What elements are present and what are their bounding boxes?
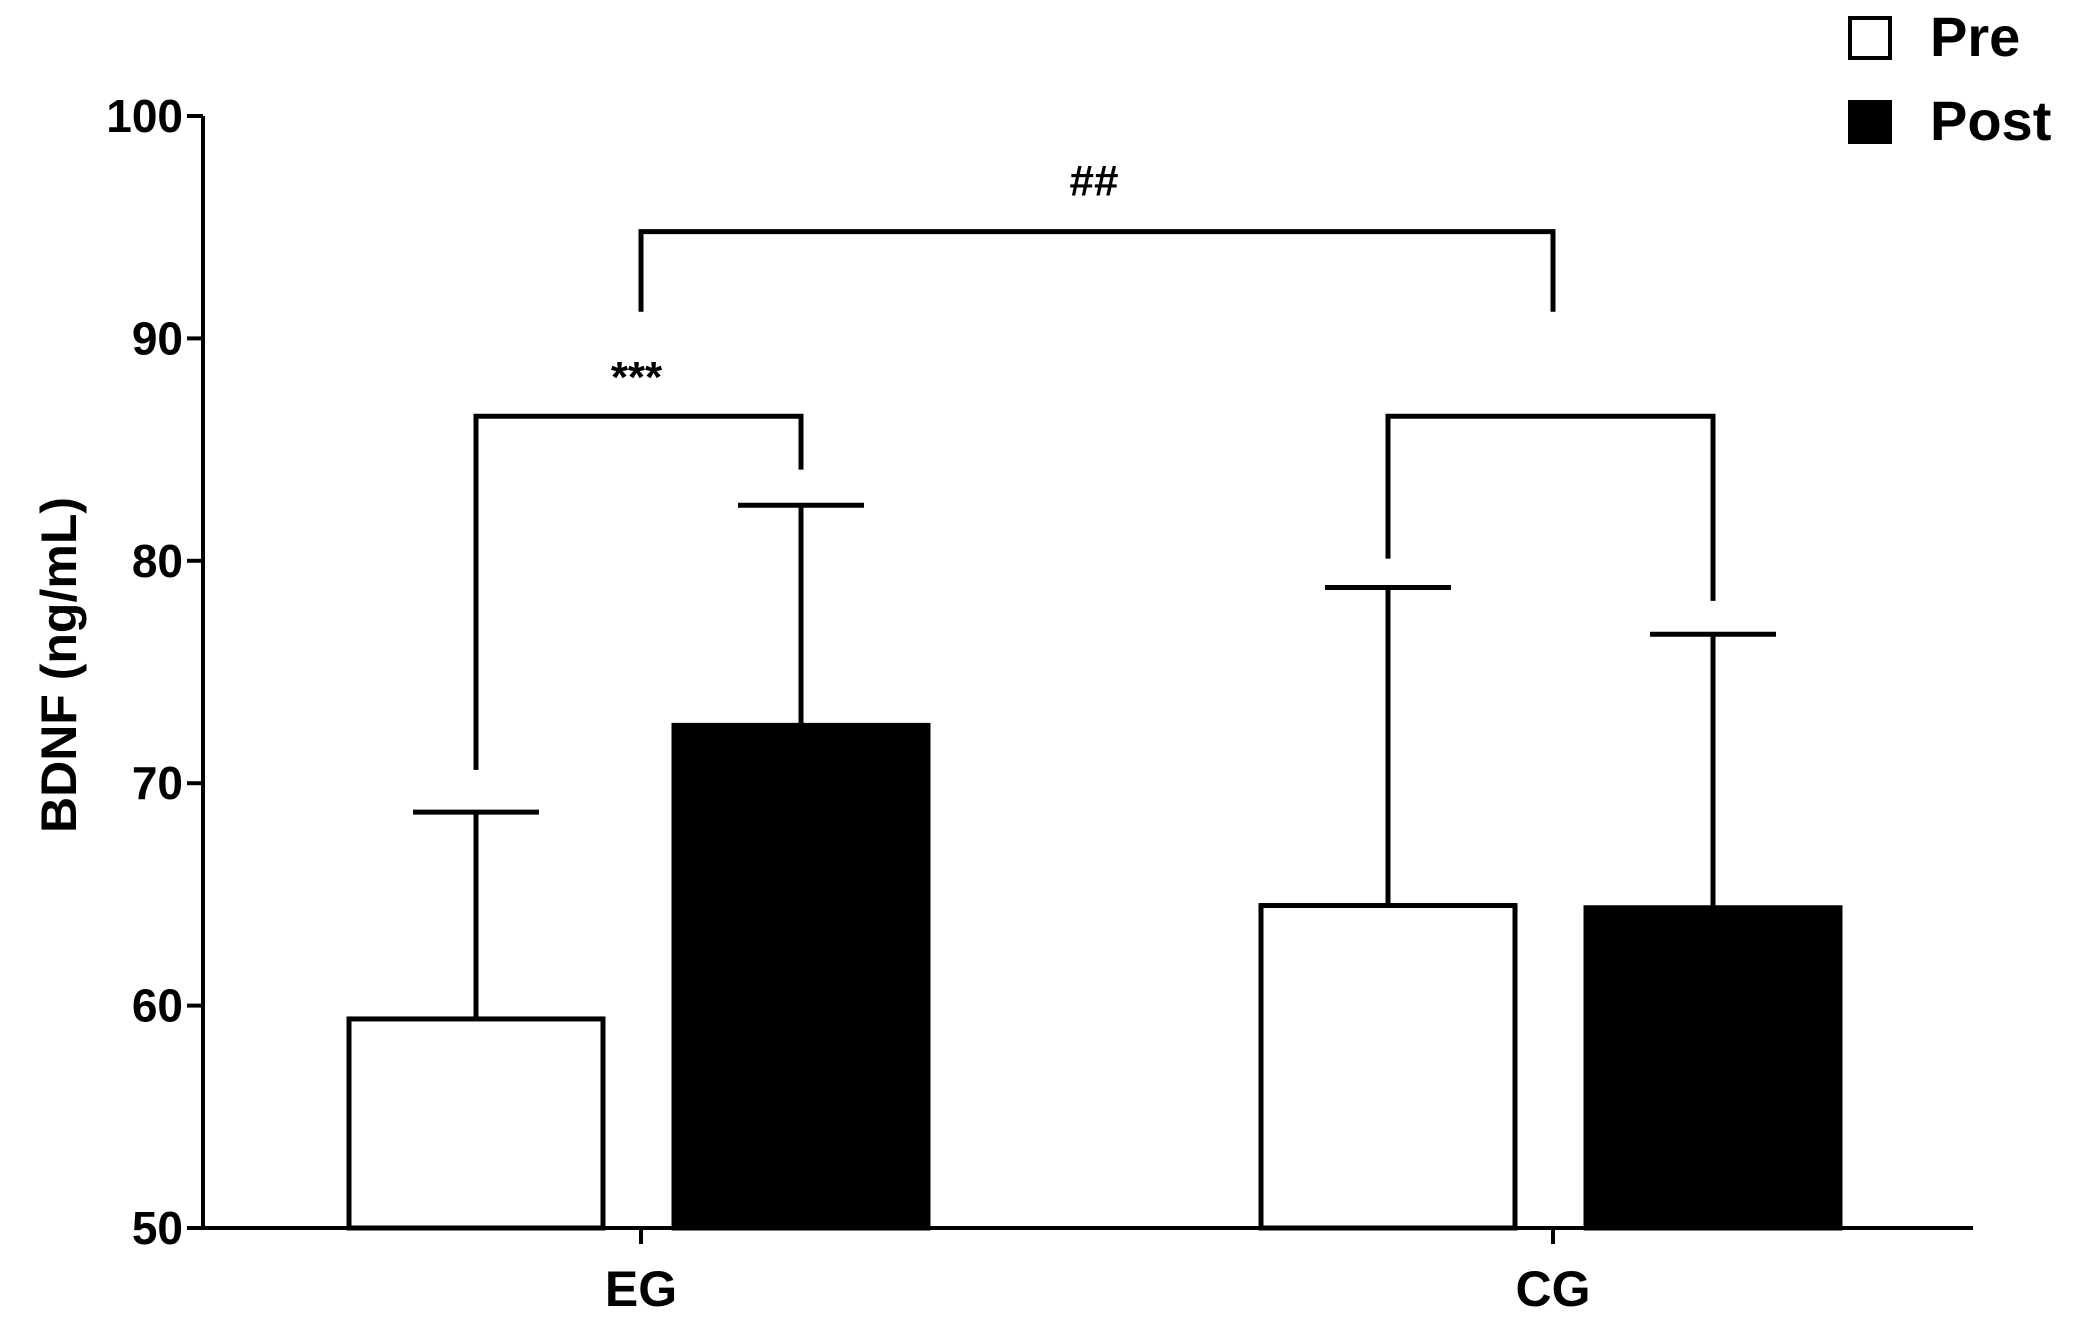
y-tick-label-60: 60	[132, 980, 183, 1032]
x-tick-label-cg: CG	[1516, 1261, 1591, 1317]
y-tick-label-50: 50	[132, 1202, 183, 1254]
x-tick-label-eg: EG	[605, 1261, 677, 1317]
legend-label-pre: Pre	[1930, 5, 2020, 68]
legend-label-post: Post	[1930, 89, 2051, 152]
error-bars	[413, 502, 1776, 1019]
legend: Pre Post	[1848, 5, 2051, 152]
bracket-eg-pre-post	[473, 413, 804, 770]
bracket-eg-cg	[638, 229, 1556, 312]
bar-eg-pre	[346, 1016, 606, 1231]
y-tick-label-70: 70	[132, 757, 183, 809]
y-tick-label-100: 100	[106, 90, 183, 142]
sig-label-eg-cg: ##	[1070, 157, 1119, 206]
y-axis-title: BDNF (ng/mL)	[31, 497, 87, 833]
labels: BDNF (ng/mL) 50 60 70 80 90 100 EG CG	[31, 90, 1591, 1317]
bars	[346, 722, 1843, 1231]
significance-brackets: *** ##	[473, 157, 1716, 770]
bar-cg-pre	[1258, 903, 1518, 1231]
sig-label-eg-pre-post: ***	[611, 353, 663, 402]
y-tick-label-80: 80	[132, 535, 183, 587]
legend-swatch-post	[1848, 100, 1892, 144]
bar-cg-post	[1583, 905, 1843, 1231]
bracket-cg-pre-post	[1385, 413, 1716, 601]
axes	[187, 114, 1973, 1244]
bar-eg-post	[671, 722, 931, 1231]
y-tick-label-90: 90	[132, 312, 183, 364]
legend-swatch-pre	[1848, 16, 1892, 60]
